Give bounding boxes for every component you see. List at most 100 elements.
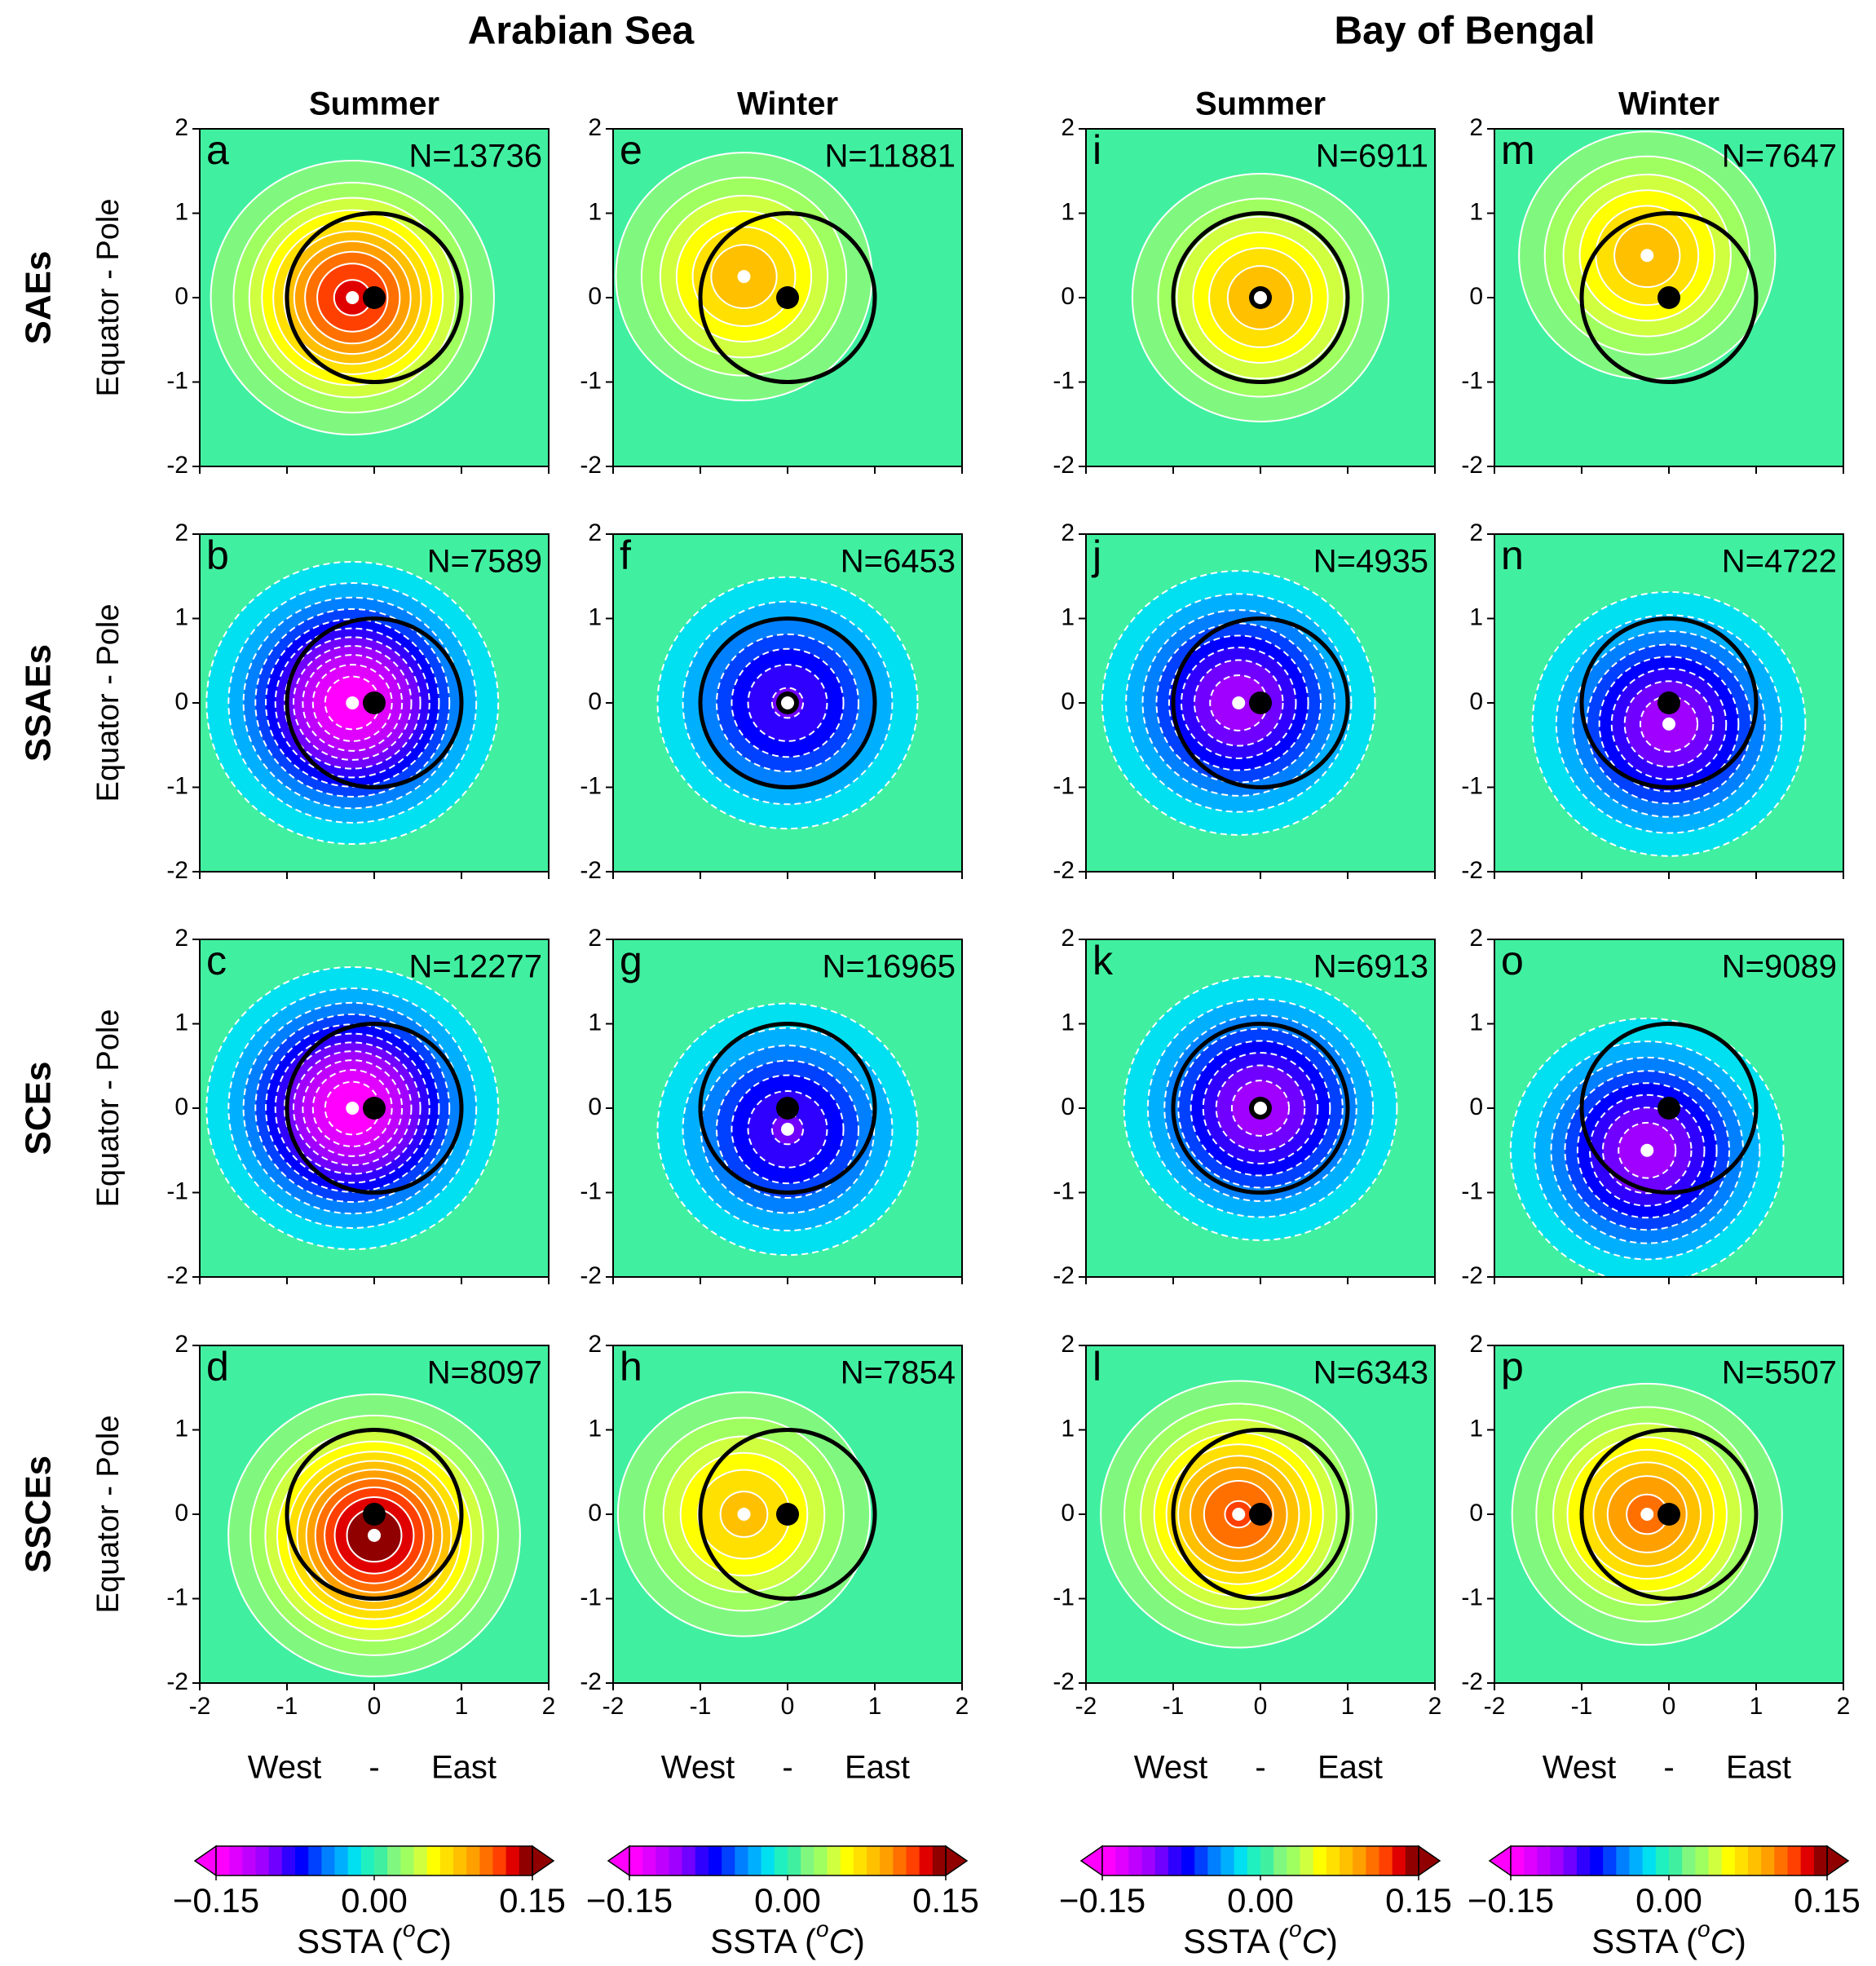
panel-letter: i	[1092, 127, 1101, 173]
x-tick-label: 1	[1750, 1693, 1763, 1720]
max-location	[346, 291, 360, 304]
y-tick-label: -1	[1053, 772, 1075, 799]
colorbar-label-part: )	[440, 1922, 452, 1960]
colorbar-swatch	[1141, 1846, 1156, 1875]
eddy-boundary	[1579, 211, 1759, 384]
y-tick-label: -2	[166, 452, 188, 479]
y-tick-label: 0	[174, 1093, 188, 1120]
y-tick-label: 1	[588, 198, 602, 225]
colorbar-swatch	[1379, 1846, 1393, 1875]
colorbar-swatch	[255, 1846, 270, 1875]
colorbar-swatch	[1748, 1846, 1762, 1875]
y-tick-label: 2	[1469, 1331, 1483, 1358]
y-tick-label: 2	[174, 925, 188, 952]
y-tick-label: -2	[1053, 1668, 1075, 1695]
sample-count: N=6913	[1313, 949, 1428, 985]
sample-count: N=16965	[823, 949, 956, 985]
y-tick-label: -1	[1053, 367, 1075, 394]
max-location	[1254, 291, 1267, 304]
colorbar-swatch	[453, 1846, 467, 1875]
colorbar-swatch	[1550, 1846, 1565, 1875]
colorbar-swatch	[347, 1846, 362, 1875]
row-label: SSAEs	[19, 644, 59, 762]
y-tick-label: 2	[588, 1331, 602, 1358]
colorbar-swatch	[1616, 1846, 1630, 1875]
x-axis-label: East	[1318, 1750, 1383, 1786]
eddy-boundary	[1171, 211, 1350, 384]
max-location	[346, 1102, 360, 1115]
y-tick-label: -1	[1461, 1177, 1483, 1204]
panel-letter: f	[620, 532, 631, 578]
y-tick-label: 1	[1469, 603, 1483, 630]
y-tick-label: 2	[174, 1331, 188, 1358]
colorbar-swatch	[466, 1846, 480, 1875]
x-tick-label: 0	[1254, 1693, 1268, 1720]
colorbar-label-part: )	[854, 1922, 865, 1960]
colorbar-swatch	[1128, 1846, 1142, 1875]
eddy-boundary	[698, 1022, 877, 1195]
eddy-center	[363, 1503, 386, 1526]
colorbar-label-part: SSTA (	[297, 1922, 403, 1960]
eddy-boundary	[1579, 1022, 1759, 1195]
sample-count: N=6911	[1316, 139, 1428, 175]
eddy-boundary	[285, 1428, 464, 1601]
colorbar-swatch	[919, 1846, 934, 1875]
colorbar-swatch	[334, 1846, 349, 1875]
colorbar-swatch	[413, 1846, 428, 1875]
y-tick-label: 0	[588, 688, 602, 715]
x-axis-label: -	[369, 1750, 379, 1786]
x-tick-label: 0	[1662, 1693, 1676, 1720]
colorbar-label: SSTA (oC)	[710, 1916, 865, 1960]
colorbar-swatch	[682, 1846, 696, 1875]
region-title: Bay of Bengal	[1334, 10, 1595, 53]
y-tick-label: 0	[1061, 1500, 1075, 1526]
max-location	[368, 1528, 381, 1542]
colorbar-swatch	[505, 1846, 520, 1875]
colorbar-extend	[945, 1845, 969, 1877]
max-location	[1640, 1143, 1654, 1157]
y-tick-label: -1	[580, 772, 602, 799]
panel-letter: g	[620, 938, 642, 983]
panel-letter: o	[1501, 938, 1524, 983]
y-tick-label: 1	[174, 1009, 188, 1036]
colorbar-swatch	[748, 1846, 762, 1875]
x-tick-label: 2	[1428, 1693, 1442, 1720]
y-axis-label: Equator - Pole	[91, 199, 126, 397]
y-tick-label: 0	[1061, 283, 1075, 310]
y-tick-label: 1	[1061, 198, 1075, 225]
x-tick-label: -1	[1163, 1693, 1185, 1720]
colorbar-swatch	[1181, 1846, 1195, 1875]
y-tick-label: 0	[174, 1500, 188, 1526]
colorbar-swatch	[1787, 1846, 1802, 1875]
eddy-boundary	[285, 211, 464, 384]
colorbar-swatch	[1102, 1846, 1116, 1875]
y-tick-label: 2	[1061, 1331, 1075, 1358]
colorbar-swatch	[669, 1846, 683, 1875]
season-title: Winter	[737, 86, 838, 122]
colorbar-tick-label: −0.15	[586, 1881, 673, 1920]
colorbar-swatch	[1207, 1846, 1221, 1875]
colorbar-swatch	[1669, 1846, 1683, 1875]
colorbar-tick-label: 0.00	[1635, 1881, 1702, 1920]
colorbar-label-part: SSTA (	[710, 1922, 816, 1960]
max-location	[1640, 1508, 1654, 1521]
y-tick-label: 0	[174, 688, 188, 715]
x-tick-label: 2	[542, 1693, 556, 1720]
sample-count: N=9089	[1722, 949, 1837, 985]
y-tick-label: -2	[580, 1668, 602, 1695]
colorbar-swatch	[814, 1846, 828, 1875]
x-tick-label: -2	[189, 1693, 211, 1720]
panel-letter: b	[206, 532, 229, 578]
colorbar-swatch	[1353, 1846, 1366, 1875]
colorbar-label-part: C	[1302, 1922, 1327, 1960]
y-tick-label: -2	[580, 1262, 602, 1289]
y-tick-label: -1	[166, 1177, 188, 1204]
colorbar-swatch	[1247, 1846, 1261, 1875]
y-tick-label: -1	[1461, 367, 1483, 394]
eddy-center	[363, 286, 386, 309]
sample-count: N=4935	[1313, 544, 1428, 580]
colorbar-swatch	[439, 1846, 454, 1875]
x-tick-label: -2	[1484, 1693, 1506, 1720]
sample-count: N=11881	[824, 139, 956, 175]
eddy-boundary	[1171, 616, 1350, 789]
